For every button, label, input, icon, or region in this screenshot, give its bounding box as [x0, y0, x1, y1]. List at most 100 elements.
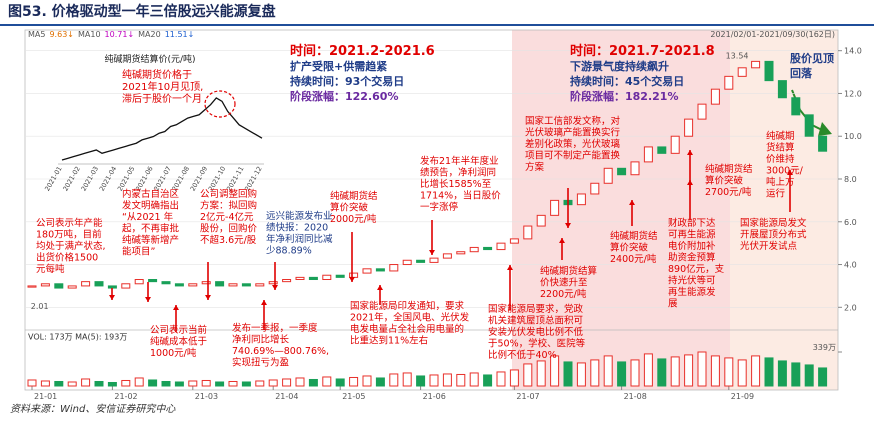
volume-bar	[791, 362, 801, 387]
pointer-head	[349, 277, 355, 282]
annotation: 2200元/吨	[540, 288, 587, 300]
candle	[308, 276, 318, 281]
annotation: 能项目”	[122, 246, 156, 258]
pointer-head	[173, 305, 179, 310]
annotation: 持续时间：45个交易日	[570, 74, 684, 88]
inset-panel	[35, 42, 273, 202]
pointer-head	[629, 200, 635, 205]
x-tick-label: 21-07	[516, 392, 539, 401]
volume-bar	[67, 381, 77, 387]
annotation: 纯碱期货结	[705, 163, 753, 175]
volume-bar	[657, 358, 667, 387]
annotation: 算价突破	[330, 202, 369, 214]
annotation: 1714%，当日股价	[420, 190, 501, 202]
candle	[67, 285, 77, 289]
annotation: 180万吨，目前	[36, 229, 102, 241]
annotation: 发文明确指出	[122, 200, 179, 212]
annotation: 公司表示当前	[150, 324, 207, 336]
annotation: 可再生能源	[668, 229, 716, 241]
annotation: 国家能源局发文	[740, 217, 807, 229]
pointer-head	[687, 180, 693, 185]
volume-bar	[268, 379, 278, 387]
annotation: 2亿元-4亿元	[200, 211, 254, 223]
inset-line	[61, 97, 263, 161]
ma-legend: 9.63↓	[49, 30, 74, 39]
candle	[188, 283, 198, 287]
annotation: 下游景气度持续飙升	[570, 59, 669, 73]
volume-bar	[751, 355, 761, 387]
annotation: 算价突破	[610, 242, 649, 254]
candle	[684, 118, 694, 137]
annotation: 机关建筑屋顶总面积可	[488, 315, 583, 327]
volume-bar	[523, 363, 533, 387]
candle	[429, 257, 439, 263]
candle	[27, 285, 37, 288]
annotation: 2021年，全国风电、光伏发	[350, 312, 470, 324]
volume-bar	[416, 375, 426, 387]
candle	[362, 268, 372, 274]
pointer-head	[507, 265, 513, 270]
annotation: 阶段涨幅：182.21%	[570, 89, 678, 103]
x-tick-label: 21-01	[34, 392, 57, 401]
candle	[536, 214, 546, 227]
volume-bar	[684, 354, 694, 387]
pointer-head	[145, 297, 151, 302]
volume-bar	[603, 355, 613, 387]
annotation: 比例不低于40%	[488, 349, 557, 361]
candle	[282, 279, 292, 283]
volume-bar	[777, 360, 787, 387]
candle	[81, 281, 91, 287]
candle	[710, 88, 720, 105]
low-label: 2.01	[31, 302, 49, 311]
y-tick-label: 2.0	[844, 303, 857, 312]
y-tick-label: 4.0	[844, 261, 857, 270]
candle	[496, 242, 506, 251]
candle	[657, 146, 667, 154]
pointer-head	[272, 285, 278, 290]
candle	[630, 161, 640, 176]
volume-bar	[282, 378, 292, 387]
candle	[322, 274, 332, 281]
annotation: 方案	[525, 161, 545, 173]
annotation: 元每吨	[36, 263, 65, 275]
annotation: 比增长1585%至	[420, 178, 491, 190]
candle	[469, 246, 479, 253]
annotation: 时间：2021.7-2021.8	[570, 43, 715, 59]
candle	[617, 167, 627, 176]
volume-bar	[536, 360, 546, 387]
candle	[737, 67, 747, 77]
volume-bar	[188, 380, 198, 387]
ma-legend: MA5	[28, 30, 45, 39]
annotation: 纯碱成本低于	[150, 336, 207, 348]
annotation: 吨上方	[766, 176, 795, 188]
annotation: 890亿元，支	[668, 263, 725, 275]
candle	[643, 146, 653, 163]
annotation: 安装光伏发电比例不低	[488, 326, 584, 338]
annotation: 不超3.6元/股	[200, 234, 257, 246]
y-tick-label: 8.0	[844, 175, 857, 184]
volume-bar	[27, 379, 37, 387]
candle	[550, 199, 560, 216]
candle	[724, 75, 734, 90]
pointer-head	[109, 295, 115, 300]
volume-bar	[201, 379, 211, 387]
candle	[335, 274, 345, 278]
volume-bar	[456, 373, 466, 387]
annotation: 比重达到11%左右	[350, 335, 428, 347]
x-tick-label: 21-03	[195, 392, 218, 401]
high-label: 13.54	[726, 52, 749, 61]
annotation: 实现扭亏为盈	[232, 357, 290, 369]
y-tick-label: 6.0	[844, 218, 857, 227]
candle	[134, 279, 144, 285]
annotation: 电价附加补	[668, 240, 716, 252]
x-tick-label: 21-02	[114, 392, 137, 401]
annotation: 纯碱期货结	[610, 230, 658, 242]
annotation: 公司表示年产能	[36, 217, 103, 229]
arrow-head	[818, 122, 832, 136]
volume-bar	[308, 378, 318, 387]
inset-title: 纯碱期货结算价(元/吨)	[104, 53, 195, 65]
candle	[201, 281, 211, 285]
ma-legend: MA10	[78, 30, 101, 39]
volume-bar	[322, 376, 332, 387]
